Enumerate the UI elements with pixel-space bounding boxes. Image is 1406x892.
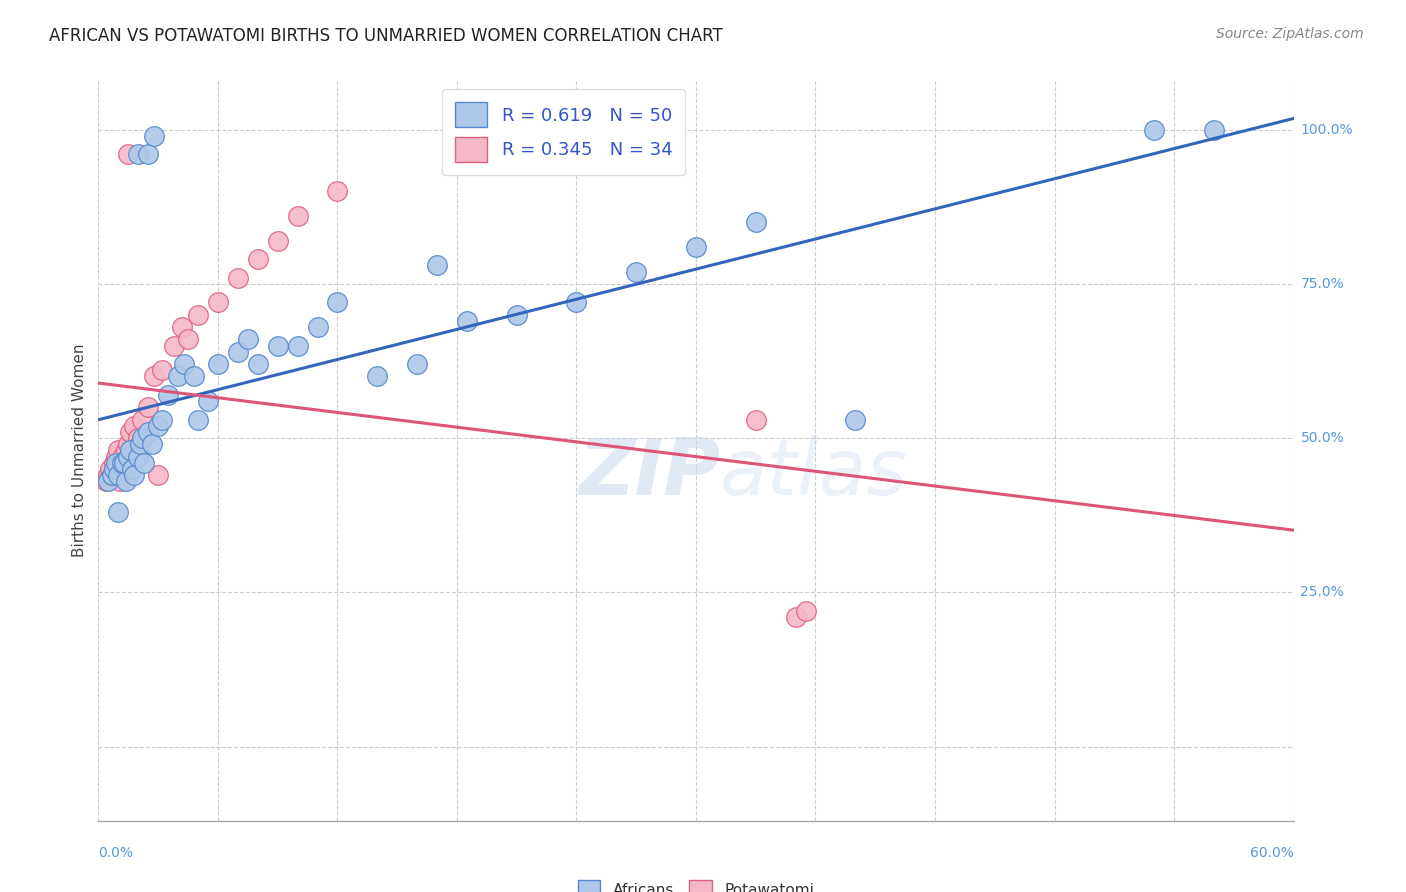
- Point: [98, 462, 122, 476]
- Point: [111, 456, 134, 470]
- Point: [148, 468, 170, 483]
- Point: [366, 369, 388, 384]
- Point: [157, 388, 180, 402]
- Point: [406, 357, 429, 371]
- Point: [183, 369, 205, 384]
- Point: [115, 475, 138, 489]
- Point: [785, 610, 807, 624]
- Point: [115, 443, 138, 458]
- Point: [844, 412, 866, 426]
- Point: [120, 443, 142, 458]
- Text: 100.0%: 100.0%: [1301, 122, 1353, 136]
- Text: AFRICAN VS POTAWATOMI BIRTHS TO UNMARRIED WOMEN CORRELATION CHART: AFRICAN VS POTAWATOMI BIRTHS TO UNMARRIE…: [49, 27, 723, 45]
- Text: 0.0%: 0.0%: [98, 846, 134, 860]
- Point: [117, 437, 139, 451]
- Point: [187, 308, 209, 322]
- Point: [136, 401, 159, 415]
- Point: [207, 295, 229, 310]
- Point: [117, 450, 139, 464]
- Point: [121, 462, 143, 476]
- Point: [124, 468, 146, 483]
- Point: [103, 462, 125, 476]
- Point: [103, 456, 125, 470]
- Point: [105, 450, 128, 464]
- Point: [426, 259, 449, 273]
- Point: [287, 209, 309, 223]
- Point: [745, 412, 768, 426]
- Point: [177, 333, 200, 347]
- Point: [150, 363, 173, 377]
- Point: [141, 437, 163, 451]
- Point: [101, 468, 124, 483]
- Point: [1202, 122, 1225, 136]
- Point: [226, 344, 249, 359]
- Point: [134, 456, 156, 470]
- Point: [307, 320, 329, 334]
- Point: [107, 443, 129, 458]
- Point: [565, 295, 588, 310]
- Point: [685, 240, 707, 254]
- Point: [131, 412, 153, 426]
- Text: 60.0%: 60.0%: [1250, 846, 1294, 860]
- Point: [136, 147, 159, 161]
- Point: [326, 295, 349, 310]
- Point: [124, 418, 146, 433]
- Point: [143, 369, 166, 384]
- Y-axis label: Births to Unmarried Women: Births to Unmarried Women: [72, 343, 87, 558]
- Point: [172, 320, 194, 334]
- Point: [236, 333, 259, 347]
- Point: [143, 128, 166, 143]
- Point: [173, 357, 195, 371]
- Point: [267, 234, 290, 248]
- Point: [112, 456, 135, 470]
- Point: [1143, 122, 1166, 136]
- Point: [150, 412, 173, 426]
- Point: [101, 468, 124, 483]
- Point: [163, 338, 186, 352]
- Text: ZIP: ZIP: [578, 434, 720, 511]
- Point: [148, 418, 170, 433]
- Point: [107, 505, 129, 519]
- Point: [745, 215, 768, 229]
- Point: [136, 425, 159, 439]
- Point: [127, 147, 149, 161]
- Point: [97, 468, 120, 483]
- Text: 25.0%: 25.0%: [1301, 585, 1344, 599]
- Point: [207, 357, 229, 371]
- Point: [456, 314, 478, 328]
- Point: [97, 475, 120, 489]
- Legend: Africans, Potawatomi: Africans, Potawatomi: [569, 872, 823, 892]
- Text: 75.0%: 75.0%: [1301, 277, 1344, 291]
- Text: atlas: atlas: [720, 434, 908, 511]
- Point: [107, 468, 129, 483]
- Point: [96, 475, 118, 489]
- Point: [287, 338, 309, 352]
- Point: [626, 264, 648, 278]
- Point: [105, 456, 128, 470]
- Point: [127, 431, 149, 445]
- Point: [187, 412, 209, 426]
- Point: [110, 475, 132, 489]
- Point: [197, 394, 219, 409]
- Point: [117, 147, 139, 161]
- Point: [129, 437, 152, 451]
- Text: 50.0%: 50.0%: [1301, 431, 1344, 445]
- Point: [246, 252, 269, 267]
- Point: [794, 604, 817, 618]
- Point: [167, 369, 190, 384]
- Point: [131, 431, 153, 445]
- Point: [506, 308, 529, 322]
- Point: [127, 450, 149, 464]
- Point: [246, 357, 269, 371]
- Point: [226, 270, 249, 285]
- Point: [326, 185, 349, 199]
- Text: Source: ZipAtlas.com: Source: ZipAtlas.com: [1216, 27, 1364, 41]
- Point: [111, 450, 134, 464]
- Point: [267, 338, 290, 352]
- Point: [112, 456, 135, 470]
- Point: [120, 425, 142, 439]
